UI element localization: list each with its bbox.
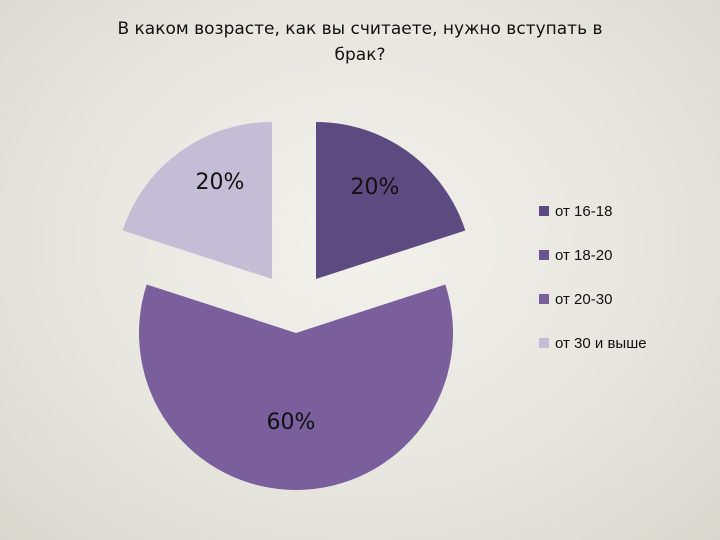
legend-item-2: от 18-20: [539, 244, 709, 266]
data-label-4: 20%: [196, 170, 245, 195]
legend-swatch-4: [539, 338, 549, 348]
legend-item-1: от 16-18: [539, 200, 709, 222]
legend-swatch-3: [539, 294, 549, 304]
legend-item-3: от 20-30: [539, 288, 709, 310]
chart-title: В каком возрасте, как вы считаете, нужно…: [117, 19, 603, 65]
legend-swatch-2: [539, 250, 549, 260]
data-label-3: 60%: [267, 410, 316, 435]
legend-label-3: от 20-30: [555, 290, 613, 308]
legend-item-4: от 30 и выше: [539, 332, 709, 354]
legend-swatch-1: [539, 206, 549, 216]
legend-label-1: от 16-18: [555, 202, 613, 220]
legend-label-4: от 30 и выше: [555, 334, 647, 352]
pie-slice-1: [316, 122, 466, 279]
pie-slice-4: [122, 122, 273, 279]
data-label-1: 20%: [351, 175, 400, 200]
pie-slice-3: [139, 284, 453, 490]
legend-label-2: от 18-20: [555, 246, 613, 264]
